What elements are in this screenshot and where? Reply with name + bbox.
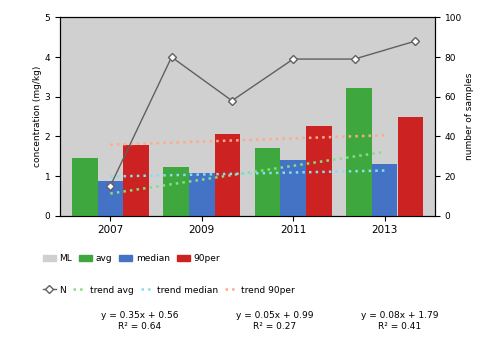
Text: R² = 0.27: R² = 0.27: [254, 322, 296, 331]
Bar: [306, 126, 332, 216]
Text: R² = 0.41: R² = 0.41: [378, 322, 422, 331]
Bar: [164, 167, 189, 216]
Bar: [189, 173, 214, 216]
Text: y = 0.35x + 0.56: y = 0.35x + 0.56: [101, 311, 179, 321]
Bar: [398, 117, 423, 216]
Bar: [60, 17, 435, 216]
Bar: [214, 134, 240, 216]
Text: R² = 0.64: R² = 0.64: [118, 322, 162, 331]
Legend: ML, avg, median, 90per: ML, avg, median, 90per: [40, 251, 224, 267]
Bar: [346, 88, 372, 216]
Text: y = 0.05x + 0.99: y = 0.05x + 0.99: [236, 311, 314, 321]
Bar: [280, 160, 306, 216]
Y-axis label: number of samples: number of samples: [465, 73, 474, 160]
Bar: [72, 158, 98, 216]
Y-axis label: concentration (mg/kg): concentration (mg/kg): [33, 66, 42, 167]
Bar: [372, 164, 398, 216]
Text: y = 0.08x + 1.79: y = 0.08x + 1.79: [361, 311, 439, 321]
Bar: [98, 181, 123, 216]
Legend: N, trend avg, trend median, trend 90per: N, trend avg, trend median, trend 90per: [40, 282, 299, 298]
Bar: [123, 145, 148, 216]
Bar: [255, 148, 280, 216]
